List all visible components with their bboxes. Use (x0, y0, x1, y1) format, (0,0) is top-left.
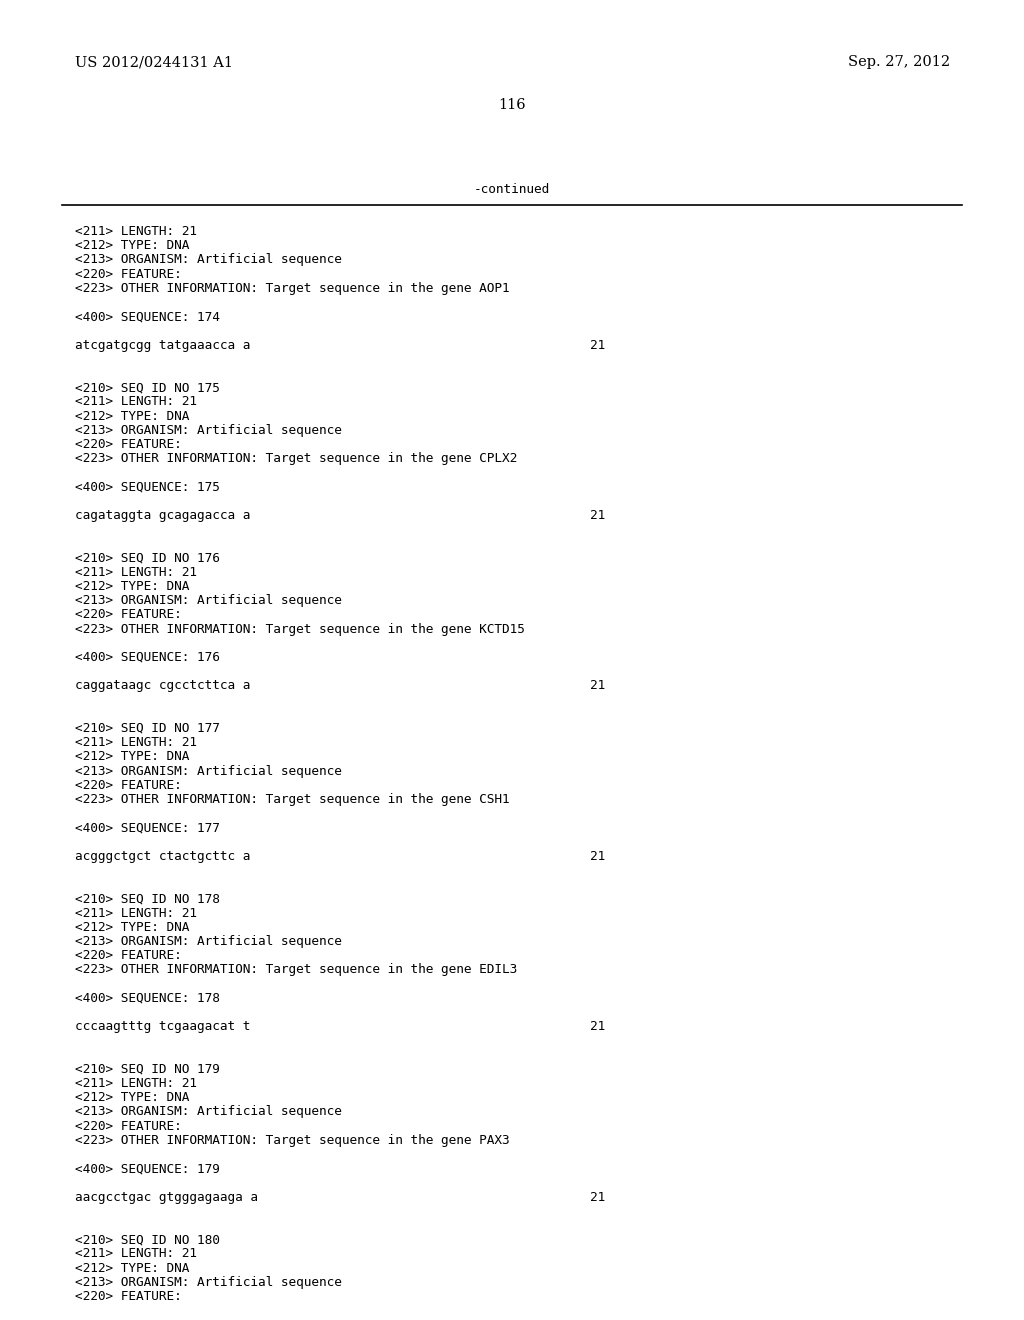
Text: caggataagc cgcctcttca a: caggataagc cgcctcttca a (75, 680, 251, 693)
Text: <213> ORGANISM: Artificial sequence: <213> ORGANISM: Artificial sequence (75, 1276, 342, 1288)
Text: <212> TYPE: DNA: <212> TYPE: DNA (75, 239, 189, 252)
Text: <212> TYPE: DNA: <212> TYPE: DNA (75, 921, 189, 933)
Text: <400> SEQUENCE: 176: <400> SEQUENCE: 176 (75, 651, 220, 664)
Text: <211> LENGTH: 21: <211> LENGTH: 21 (75, 907, 197, 920)
Text: <212> TYPE: DNA: <212> TYPE: DNA (75, 1092, 189, 1105)
Text: <212> TYPE: DNA: <212> TYPE: DNA (75, 1262, 189, 1275)
Text: <223> OTHER INFORMATION: Target sequence in the gene AOP1: <223> OTHER INFORMATION: Target sequence… (75, 281, 510, 294)
Text: <400> SEQUENCE: 177: <400> SEQUENCE: 177 (75, 821, 220, 834)
Text: <213> ORGANISM: Artificial sequence: <213> ORGANISM: Artificial sequence (75, 424, 342, 437)
Text: <400> SEQUENCE: 179: <400> SEQUENCE: 179 (75, 1162, 220, 1175)
Text: <210> SEQ ID NO 176: <210> SEQ ID NO 176 (75, 552, 220, 565)
Text: <213> ORGANISM: Artificial sequence: <213> ORGANISM: Artificial sequence (75, 594, 342, 607)
Text: <400> SEQUENCE: 174: <400> SEQUENCE: 174 (75, 310, 220, 323)
Text: <211> LENGTH: 21: <211> LENGTH: 21 (75, 396, 197, 408)
Text: <220> FEATURE:: <220> FEATURE: (75, 779, 181, 792)
Text: <213> ORGANISM: Artificial sequence: <213> ORGANISM: Artificial sequence (75, 935, 342, 948)
Text: 21: 21 (590, 680, 605, 693)
Text: <210> SEQ ID NO 180: <210> SEQ ID NO 180 (75, 1233, 220, 1246)
Text: <220> FEATURE:: <220> FEATURE: (75, 268, 181, 281)
Text: <210> SEQ ID NO 178: <210> SEQ ID NO 178 (75, 892, 220, 906)
Text: <223> OTHER INFORMATION: Target sequence in the gene EDIL3: <223> OTHER INFORMATION: Target sequence… (75, 964, 517, 977)
Text: <220> FEATURE:: <220> FEATURE: (75, 609, 181, 622)
Text: <213> ORGANISM: Artificial sequence: <213> ORGANISM: Artificial sequence (75, 1105, 342, 1118)
Text: <400> SEQUENCE: 178: <400> SEQUENCE: 178 (75, 991, 220, 1005)
Text: <212> TYPE: DNA: <212> TYPE: DNA (75, 750, 189, 763)
Text: atcgatgcgg tatgaaacca a: atcgatgcgg tatgaaacca a (75, 339, 251, 351)
Text: 21: 21 (590, 339, 605, 351)
Text: <213> ORGANISM: Artificial sequence: <213> ORGANISM: Artificial sequence (75, 764, 342, 777)
Text: 21: 21 (590, 1020, 605, 1034)
Text: <211> LENGTH: 21: <211> LENGTH: 21 (75, 224, 197, 238)
Text: <220> FEATURE:: <220> FEATURE: (75, 949, 181, 962)
Text: cagataggta gcagagacca a: cagataggta gcagagacca a (75, 510, 251, 521)
Text: <211> LENGTH: 21: <211> LENGTH: 21 (75, 1077, 197, 1090)
Text: <210> SEQ ID NO 179: <210> SEQ ID NO 179 (75, 1063, 220, 1076)
Text: cccaagtttg tcgaagacat t: cccaagtttg tcgaagacat t (75, 1020, 251, 1034)
Text: <211> LENGTH: 21: <211> LENGTH: 21 (75, 566, 197, 578)
Text: <223> OTHER INFORMATION: Target sequence in the gene CPLX2: <223> OTHER INFORMATION: Target sequence… (75, 453, 517, 465)
Text: US 2012/0244131 A1: US 2012/0244131 A1 (75, 55, 233, 69)
Text: <210> SEQ ID NO 175: <210> SEQ ID NO 175 (75, 381, 220, 395)
Text: <211> LENGTH: 21: <211> LENGTH: 21 (75, 737, 197, 750)
Text: <223> OTHER INFORMATION: Target sequence in the gene PAX3: <223> OTHER INFORMATION: Target sequence… (75, 1134, 510, 1147)
Text: <220> FEATURE:: <220> FEATURE: (75, 1290, 181, 1303)
Text: <212> TYPE: DNA: <212> TYPE: DNA (75, 409, 189, 422)
Text: <223> OTHER INFORMATION: Target sequence in the gene CSH1: <223> OTHER INFORMATION: Target sequence… (75, 793, 510, 807)
Text: <220> FEATURE:: <220> FEATURE: (75, 1119, 181, 1133)
Text: acgggctgct ctactgcttc a: acgggctgct ctactgcttc a (75, 850, 251, 863)
Text: <213> ORGANISM: Artificial sequence: <213> ORGANISM: Artificial sequence (75, 253, 342, 267)
Text: <212> TYPE: DNA: <212> TYPE: DNA (75, 579, 189, 593)
Text: -continued: -continued (474, 183, 550, 195)
Text: Sep. 27, 2012: Sep. 27, 2012 (848, 55, 950, 69)
Text: 116: 116 (499, 98, 525, 112)
Text: <210> SEQ ID NO 177: <210> SEQ ID NO 177 (75, 722, 220, 735)
Text: <211> LENGTH: 21: <211> LENGTH: 21 (75, 1247, 197, 1261)
Text: 21: 21 (590, 1191, 605, 1204)
Text: aacgcctgac gtgggagaaga a: aacgcctgac gtgggagaaga a (75, 1191, 258, 1204)
Text: 21: 21 (590, 850, 605, 863)
Text: <223> OTHER INFORMATION: Target sequence in the gene KCTD15: <223> OTHER INFORMATION: Target sequence… (75, 623, 525, 636)
Text: <220> FEATURE:: <220> FEATURE: (75, 438, 181, 451)
Text: 21: 21 (590, 510, 605, 521)
Text: <400> SEQUENCE: 175: <400> SEQUENCE: 175 (75, 480, 220, 494)
